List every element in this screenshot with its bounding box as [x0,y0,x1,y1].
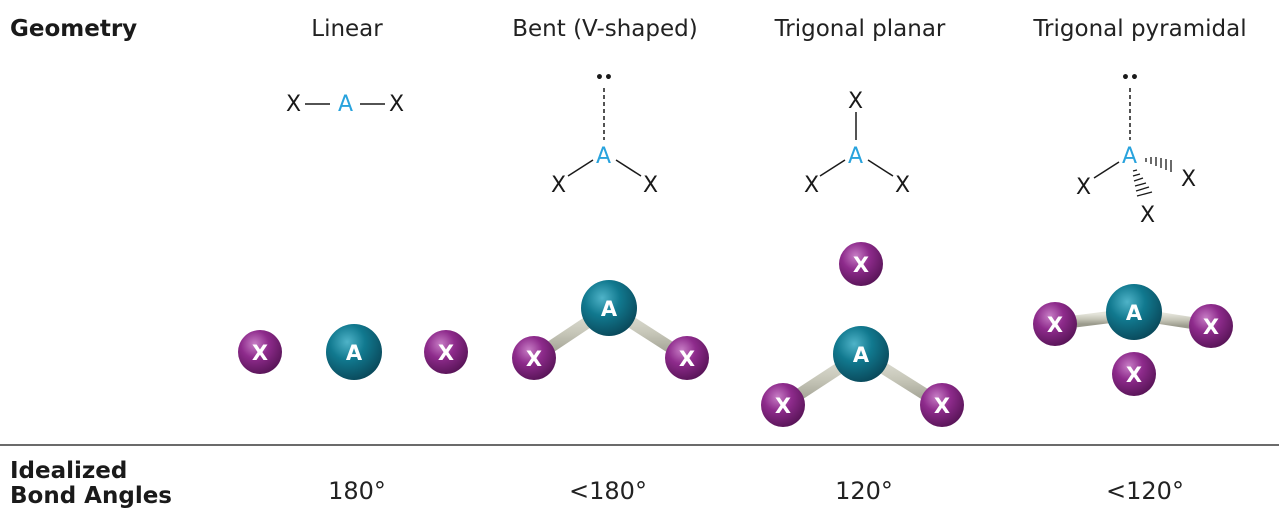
central-atom-ball [1106,284,1162,340]
molecular-geometry-diagrams: X A X •• A X X X A X X •• A [238,70,1233,427]
trigonal-planar-ball-and-stick-model: X A X X [761,242,964,427]
bond-angles-label-line2: Bond Angles [10,483,172,509]
bent-ball-and-stick-model: A X X [512,280,709,380]
central-atom-ball-label: A [346,341,363,365]
central-atom-label: A [1122,144,1137,169]
bent-structural-formula: •• A X X [551,70,658,198]
outer-atom-ball-label: X [934,394,950,418]
outer-atom-ball-label: X [853,253,869,277]
outer-atom-ball [238,330,282,374]
outer-atom-ball [665,336,709,380]
column-title-bent: Bent (V-shaped) [512,16,698,42]
column-title-trigonal-planar: Trigonal planar [774,16,946,42]
outer-atom-label: X [551,173,566,198]
lone-pair-dots: •• [595,70,613,86]
central-atom-label: A [338,92,353,117]
trigonal-pyramidal-structural-formula: •• A X X X [1076,70,1196,228]
outer-atom-ball [920,383,964,427]
outer-atom-label: X [286,92,301,117]
outer-atom-ball [1033,302,1077,346]
lone-pair-dots: •• [1121,70,1139,86]
bond-angles-label-line1: Idealized [10,458,128,484]
bond-angle-trigonal-planar: 120° [835,477,893,505]
bond-angles-row-label: Idealized Bond Angles [10,459,172,509]
column-title-linear: Linear [311,16,383,42]
outer-atom-ball-label: X [1126,363,1142,387]
trigonal-pyramidal-ball-and-stick-model: X X A X [1033,284,1233,396]
linear-ball-and-stick-model: X A X [238,324,468,380]
outer-atom-label: X [1140,203,1155,228]
outer-atom-ball-label: X [438,341,454,365]
linear-structural-formula: X A X [286,92,404,117]
section-divider [0,444,1279,446]
bond-angle-trigonal-pyramidal: <120° [1106,477,1184,505]
outer-atom-label: X [643,173,658,198]
central-atom-ball-label: A [601,297,618,321]
outer-atom-ball [1112,352,1156,396]
central-atom-ball [833,326,889,382]
outer-atom-ball-label: X [775,394,791,418]
geometry-row-label: Geometry [10,16,138,42]
outer-atom-ball-label: X [679,347,695,371]
outer-atom-ball [1189,304,1233,348]
trigonal-planar-structural-formula: X A X X [804,89,910,198]
central-atom-ball-label: A [1126,301,1143,325]
outer-atom-ball [512,336,556,380]
outer-atom-label: X [1076,175,1091,200]
central-atom-label: A [596,144,611,169]
central-atom-ball [326,324,382,380]
outer-atom-ball [839,242,883,286]
column-title-trigonal-pyramidal: Trigonal pyramidal [1033,16,1247,42]
central-atom-ball-label: A [853,343,870,367]
outer-atom-ball [424,330,468,374]
outer-atom-label: X [1181,167,1196,192]
bond-angle-linear: 180° [328,477,386,505]
outer-atom-ball-label: X [252,341,268,365]
outer-atom-ball-label: X [1203,315,1219,339]
outer-atom-label: X [895,173,910,198]
bond-angle-bent: <180° [569,477,647,505]
outer-atom-label: X [804,173,819,198]
outer-atom-ball-label: X [526,347,542,371]
outer-atom-ball [761,383,805,427]
outer-atom-label: X [848,89,863,114]
outer-atom-ball-label: X [1047,313,1063,337]
central-atom-label: A [848,144,863,169]
outer-atom-label: X [389,92,404,117]
central-atom-ball [581,280,637,336]
